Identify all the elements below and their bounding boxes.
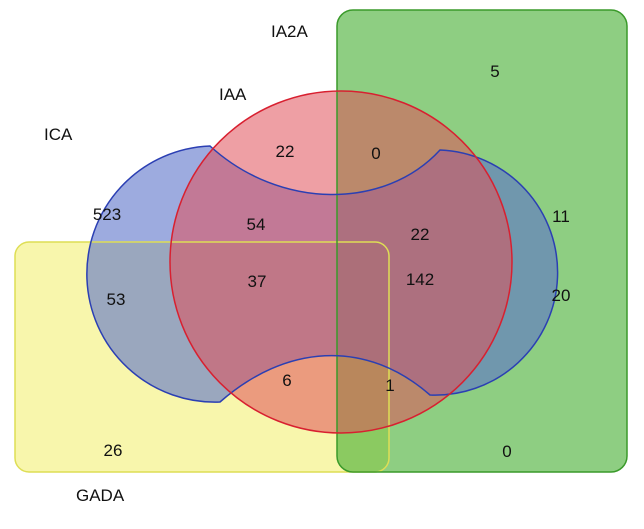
region-count-ica-iaa-ia2a: 22 (411, 225, 430, 244)
iaa-set-shape (170, 91, 512, 433)
region-count-all-four: 142 (406, 270, 434, 289)
region-count-ica-only: 523 (93, 205, 121, 224)
gada-set-outline (14, 241, 390, 473)
region-count-ia2a-gada: 0 (502, 442, 511, 461)
region-count-ica-gada: 53 (107, 290, 126, 309)
iaa-label: IAA (219, 85, 247, 104)
ia2a-set-outline (336, 9, 628, 473)
ica-label: ICA (44, 125, 73, 144)
gada-label: GADA (76, 486, 125, 505)
region-count-ica-iaa: 54 (247, 215, 266, 234)
region-count-iaa-ia2a: 0 (371, 144, 380, 163)
region-count-iaa-only: 22 (276, 142, 295, 161)
region-count-gada-only: 26 (104, 441, 123, 460)
ia2a-label: IA2A (271, 22, 309, 41)
region-count-ica-ia2a-gada: 20 (552, 286, 571, 305)
region-count-ica-ia2a: 11 (552, 207, 570, 226)
region-count-ia2a-only: 5 (490, 62, 499, 81)
ica-set-outline (86, 145, 559, 403)
region-count-iaa-gada: 6 (282, 371, 291, 390)
region-count-ica-iaa-gada: 37 (248, 272, 267, 291)
iaa-set-outline (169, 90, 513, 434)
region-count-iaa-ia2a-gada: 1 (385, 376, 394, 395)
